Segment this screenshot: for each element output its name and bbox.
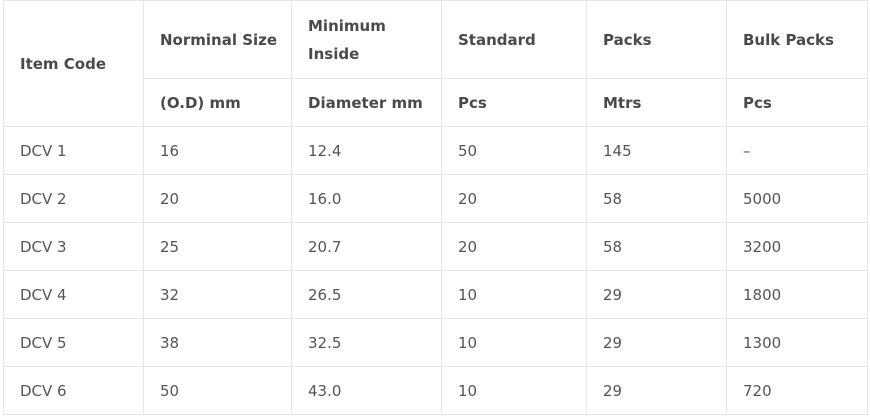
header-nominal-size: Norminal Size [143, 0, 292, 79]
table-row: DCV 5 38 32.5 10 29 1300 [3, 318, 868, 367]
cell-standard-pcs: 10 [441, 270, 587, 319]
table-row: DCV 2 20 16.0 20 58 5000 [3, 174, 868, 223]
cell-nominal-size: 20 [143, 174, 292, 223]
cell-nominal-size: 38 [143, 318, 292, 367]
header-diameter-mm: Diameter mm [291, 78, 442, 127]
cell-item-code: DCV 3 [3, 222, 144, 271]
cell-packs-mtrs: 145 [586, 126, 727, 175]
cell-inside-diameter: 32.5 [291, 318, 442, 367]
table-row: DCV 3 25 20.7 20 58 3200 [3, 222, 868, 271]
cell-nominal-size: 50 [143, 366, 292, 415]
cell-packs-mtrs: 29 [586, 270, 727, 319]
header-od-mm: (O.D) mm [143, 78, 292, 127]
table-row: DCV 1 16 12.4 50 145 – [3, 126, 868, 175]
cell-bulk-pcs: 720 [726, 366, 868, 415]
cell-bulk-pcs: 3200 [726, 222, 868, 271]
cell-bulk-pcs: 5000 [726, 174, 868, 223]
cell-bulk-pcs: 1800 [726, 270, 868, 319]
cell-standard-pcs: 50 [441, 126, 587, 175]
table-header: Item Code Norminal Size Minimum Inside S… [3, 0, 868, 127]
cell-inside-diameter: 12.4 [291, 126, 442, 175]
cell-item-code: DCV 4 [3, 270, 144, 319]
cell-bulk-pcs: – [726, 126, 868, 175]
header-bulk-packs: Bulk Packs [726, 0, 868, 79]
cell-nominal-size: 32 [143, 270, 292, 319]
cell-packs-mtrs: 58 [586, 222, 727, 271]
cell-inside-diameter: 20.7 [291, 222, 442, 271]
cell-inside-diameter: 43.0 [291, 366, 442, 415]
cell-item-code: DCV 5 [3, 318, 144, 367]
cell-item-code: DCV 6 [3, 366, 144, 415]
header-row-1: Item Code Norminal Size Minimum Inside S… [3, 0, 868, 127]
cell-item-code: DCV 2 [3, 174, 144, 223]
cell-nominal-size: 25 [143, 222, 292, 271]
cell-packs-mtrs: 29 [586, 318, 727, 367]
header-bulk-pcs: Pcs [726, 78, 868, 127]
cell-standard-pcs: 20 [441, 174, 587, 223]
cell-inside-diameter: 16.0 [291, 174, 442, 223]
header-row-2: (O.D) mm Diameter mm Pcs Mtrs Pcs [4, 78, 868, 127]
header-standard: Standard [441, 0, 587, 79]
cell-packs-mtrs: 29 [586, 366, 727, 415]
cell-bulk-pcs: 1300 [726, 318, 868, 367]
cell-standard-pcs: 10 [441, 366, 587, 415]
cell-standard-pcs: 20 [441, 222, 587, 271]
cell-nominal-size: 16 [143, 126, 292, 175]
cell-packs-mtrs: 58 [586, 174, 727, 223]
cell-inside-diameter: 26.5 [291, 270, 442, 319]
header-minimum-inside: Minimum Inside [291, 0, 442, 79]
header-packs-mtrs: Mtrs [586, 78, 727, 127]
cell-item-code: DCV 1 [3, 126, 144, 175]
pipe-spec-table: Item Code Norminal Size Minimum Inside S… [3, 0, 868, 415]
header-standard-pcs: Pcs [441, 78, 587, 127]
header-item-code: Item Code [3, 0, 144, 127]
cell-standard-pcs: 10 [441, 318, 587, 367]
table-row: DCV 4 32 26.5 10 29 1800 [3, 270, 868, 319]
table-body: DCV 1 16 12.4 50 145 – DCV 2 20 16.0 20 … [3, 126, 868, 415]
table-row: DCV 6 50 43.0 10 29 720 [3, 366, 868, 415]
header-packs: Packs [586, 0, 727, 79]
